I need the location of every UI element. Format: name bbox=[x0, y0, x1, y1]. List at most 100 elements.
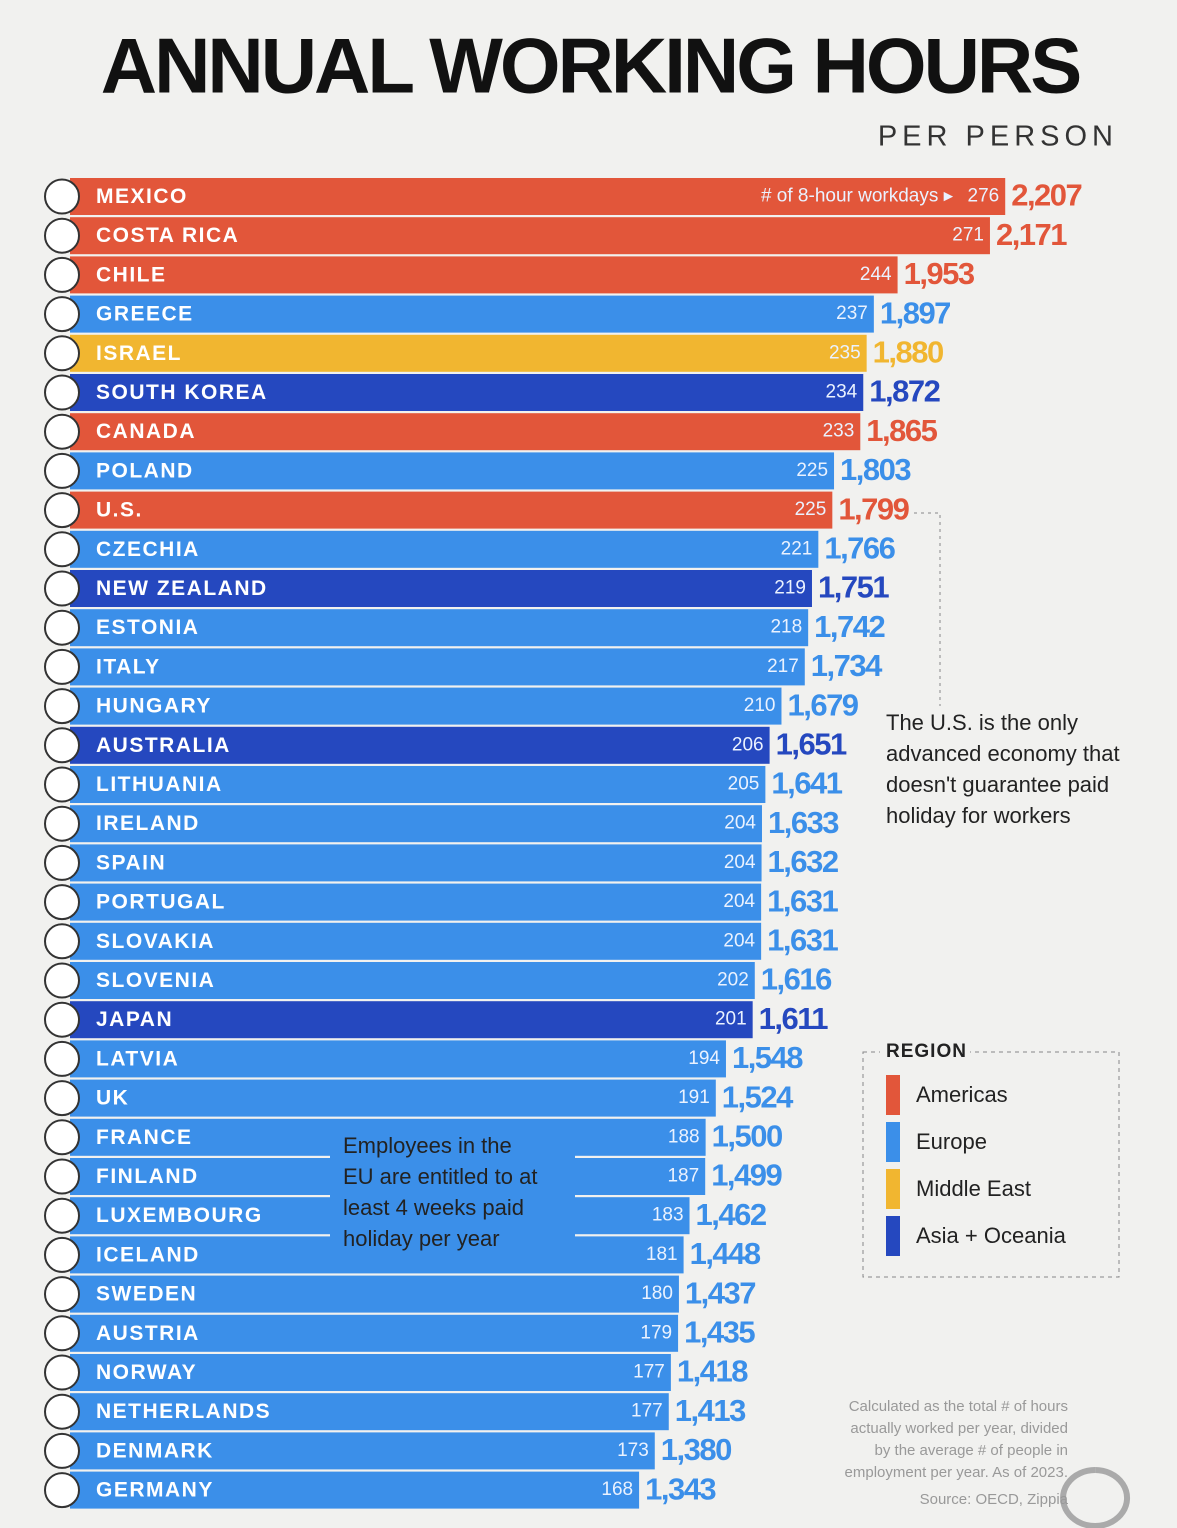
bar bbox=[70, 726, 770, 764]
value-label: 1,548 bbox=[732, 1040, 803, 1075]
flag bbox=[44, 178, 80, 215]
value-label: 1,734 bbox=[811, 648, 883, 683]
bar bbox=[70, 530, 819, 568]
legend-swatch bbox=[886, 1216, 900, 1256]
legend-swatch bbox=[886, 1169, 900, 1209]
legend-swatch bbox=[886, 1075, 900, 1115]
bar bbox=[70, 1314, 679, 1352]
category-label: CZECHIA bbox=[96, 538, 200, 561]
category-label: MEXICO bbox=[96, 185, 188, 208]
flag bbox=[44, 884, 80, 921]
category-label: UK bbox=[96, 1087, 129, 1110]
value-label: 1,524 bbox=[722, 1079, 794, 1114]
us-note: holiday for workers bbox=[886, 803, 1071, 828]
legend-label: Americas bbox=[916, 1082, 1008, 1107]
workdays-label: 235 bbox=[829, 342, 861, 363]
legend-swatch bbox=[886, 1122, 900, 1162]
bar bbox=[70, 1393, 669, 1431]
value-label: 1,413 bbox=[675, 1393, 746, 1428]
category-label: AUSTRALIA bbox=[96, 734, 231, 757]
bar bbox=[70, 922, 762, 960]
flag bbox=[44, 217, 80, 254]
category-label: IRELAND bbox=[96, 812, 200, 835]
category-label: FINLAND bbox=[96, 1165, 199, 1188]
category-label: SWEDEN bbox=[96, 1283, 197, 1306]
category-label: SPAIN bbox=[96, 851, 166, 874]
legend-label: Middle East bbox=[916, 1176, 1031, 1201]
legend-title-bg bbox=[880, 1040, 970, 1062]
workdays-label: 225 bbox=[796, 460, 828, 481]
workdays-label: 234 bbox=[826, 382, 858, 403]
flag bbox=[44, 452, 80, 489]
workdays-label: 210 bbox=[744, 695, 776, 716]
flag bbox=[44, 1393, 80, 1430]
category-label: NORWAY bbox=[96, 1361, 197, 1384]
value-label: 1,803 bbox=[840, 452, 911, 487]
bar bbox=[70, 570, 812, 607]
category-label: CHILE bbox=[96, 263, 167, 286]
workdays-label: 201 bbox=[715, 1009, 747, 1030]
bar bbox=[70, 374, 864, 411]
bar bbox=[70, 648, 805, 686]
value-label: 1,616 bbox=[761, 962, 832, 997]
workdays-label: 180 bbox=[641, 1283, 673, 1304]
value-label: 1,641 bbox=[771, 766, 842, 801]
value-label: 1,799 bbox=[838, 491, 909, 526]
legend-box bbox=[862, 1051, 1120, 1278]
category-label: NEW ZEALAND bbox=[96, 577, 268, 600]
workdays-label: 177 bbox=[631, 1401, 663, 1422]
legend-label: Asia + Oceania bbox=[916, 1223, 1067, 1248]
bar bbox=[70, 1079, 716, 1117]
workdays-label: 271 bbox=[952, 225, 984, 246]
category-label: CANADA bbox=[96, 420, 196, 443]
workdays-label: 177 bbox=[633, 1362, 665, 1383]
flag bbox=[44, 844, 80, 881]
chart-subtitle: PER PERSON bbox=[878, 121, 1118, 153]
flag bbox=[44, 1354, 80, 1391]
eu-note: EU are entitled to at bbox=[343, 1164, 537, 1189]
workdays-label: 181 bbox=[646, 1244, 678, 1265]
value-label: 1,766 bbox=[824, 530, 895, 565]
bar bbox=[70, 883, 762, 921]
workdays-label: 237 bbox=[836, 303, 868, 324]
bar bbox=[70, 1040, 726, 1078]
flag bbox=[44, 766, 80, 803]
bar bbox=[70, 295, 874, 333]
value-label: 1,435 bbox=[684, 1314, 755, 1349]
value-label: 1,651 bbox=[776, 726, 847, 761]
flag bbox=[44, 335, 80, 372]
value-label: 1,500 bbox=[712, 1118, 782, 1153]
flag bbox=[44, 413, 80, 450]
workdays-label: 173 bbox=[617, 1440, 649, 1461]
value-label: 1,448 bbox=[690, 1236, 761, 1271]
bar bbox=[70, 178, 1006, 215]
value-label: 1,742 bbox=[814, 609, 884, 644]
value-label: 1,880 bbox=[873, 334, 943, 369]
workdays-label: 244 bbox=[860, 264, 892, 285]
bar bbox=[70, 805, 762, 843]
value-label: 1,953 bbox=[904, 256, 975, 291]
category-label: LATVIA bbox=[96, 1047, 179, 1070]
category-label: AUSTRIA bbox=[96, 1322, 200, 1345]
flag bbox=[44, 805, 80, 842]
bar bbox=[70, 1432, 655, 1470]
category-label: SLOVAKIA bbox=[96, 930, 215, 953]
eu-note: Employees in the bbox=[343, 1133, 512, 1158]
workdays-label: 187 bbox=[667, 1166, 699, 1187]
category-label: LUXEMBOURG bbox=[96, 1204, 263, 1227]
flag bbox=[44, 570, 80, 607]
workdays-label: 204 bbox=[724, 852, 756, 873]
category-label: DENMARK bbox=[96, 1439, 214, 1462]
flag bbox=[44, 1472, 80, 1509]
bar bbox=[70, 609, 809, 647]
value-label: 1,872 bbox=[869, 374, 939, 409]
value-label: 2,207 bbox=[1011, 178, 1081, 213]
value-label: 1,632 bbox=[768, 844, 838, 879]
flag bbox=[44, 962, 80, 999]
value-label: 1,631 bbox=[767, 883, 838, 918]
source-note: by the average # of people in bbox=[875, 1442, 1068, 1459]
bar bbox=[70, 334, 867, 372]
workdays-label: 194 bbox=[688, 1048, 720, 1069]
category-label: U.S. bbox=[96, 499, 143, 522]
workdays-label: 204 bbox=[723, 891, 755, 912]
